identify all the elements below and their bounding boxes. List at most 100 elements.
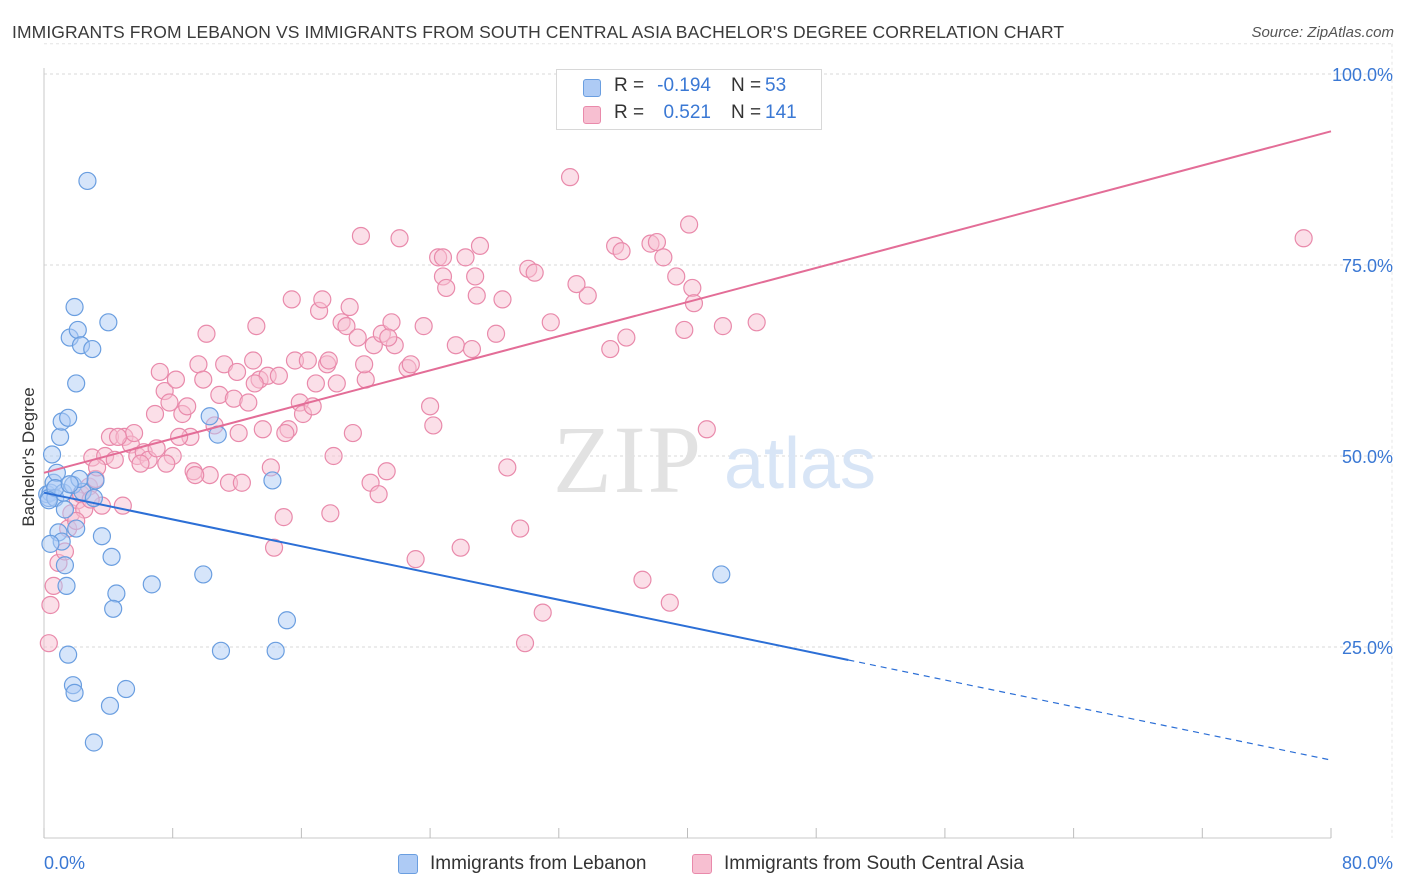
- point-lebanon: [83, 339, 102, 359]
- point-south-central-asia: [511, 519, 530, 538]
- x-tick-label: 80.0%: [1342, 853, 1393, 873]
- point-south-central-asia: [276, 423, 295, 443]
- point-south-central-asia: [186, 466, 205, 485]
- stats-row-lebanon: R = -0.194 N = 53: [557, 75, 821, 101]
- point-south-central-asia: [660, 593, 679, 612]
- point-south-central-asia: [379, 328, 398, 347]
- series-lebanon: [38, 171, 731, 752]
- point-lebanon: [50, 427, 70, 446]
- point-lebanon: [142, 575, 161, 594]
- point-lebanon: [60, 475, 79, 494]
- point-south-central-asia: [239, 393, 258, 412]
- point-lebanon: [41, 534, 60, 553]
- point-south-central-asia: [348, 328, 367, 347]
- point-south-central-asia: [197, 324, 216, 343]
- point-south-central-asia: [382, 313, 401, 332]
- point-south-central-asia: [194, 370, 213, 389]
- point-lebanon: [65, 297, 84, 317]
- trend-line-lebanon-extrapolated: [848, 659, 1332, 761]
- point-south-central-asia: [264, 538, 284, 557]
- point-south-central-asia: [713, 317, 732, 336]
- point-lebanon: [42, 445, 62, 464]
- point-south-central-asia: [633, 570, 652, 589]
- r-label: R =: [614, 75, 645, 96]
- point-south-central-asia: [390, 229, 409, 248]
- point-lebanon: [39, 491, 58, 510]
- point-lebanon: [55, 500, 75, 519]
- point-south-central-asia: [533, 603, 552, 622]
- point-lebanon: [277, 611, 297, 630]
- point-south-central-asia: [319, 351, 338, 370]
- point-south-central-asia: [421, 397, 440, 416]
- point-south-central-asia: [451, 538, 470, 557]
- point-south-central-asia: [684, 294, 704, 313]
- point-south-central-asia: [113, 496, 132, 515]
- point-south-central-asia: [525, 263, 544, 282]
- point-south-central-asia: [327, 374, 346, 393]
- point-south-central-asia: [157, 454, 176, 473]
- point-south-central-asia: [601, 339, 620, 359]
- point-south-central-asia: [145, 404, 165, 424]
- point-south-central-asia: [160, 393, 179, 412]
- r-label: R =: [614, 102, 645, 123]
- point-south-central-asia: [515, 634, 535, 653]
- point-south-central-asia: [683, 278, 702, 298]
- point-south-central-asia: [41, 595, 60, 615]
- point-south-central-asia: [747, 313, 766, 332]
- watermark-zip: ZIP: [553, 406, 703, 513]
- point-lebanon: [67, 519, 86, 538]
- point-south-central-asia: [647, 232, 667, 252]
- point-south-central-asia: [245, 374, 264, 393]
- point-south-central-asia: [1294, 229, 1313, 248]
- point-south-central-asia: [612, 242, 631, 261]
- trend-line-south-central-asia: [43, 130, 1332, 474]
- point-south-central-asia: [467, 286, 486, 305]
- point-lebanon: [59, 645, 78, 664]
- trend-lines: [43, 130, 1332, 761]
- point-south-central-asia: [617, 328, 636, 347]
- gridlines: [44, 43, 1393, 838]
- point-south-central-asia: [456, 248, 475, 267]
- point-lebanon: [100, 696, 120, 715]
- point-south-central-asia: [498, 458, 517, 477]
- point-lebanon: [712, 565, 731, 584]
- point-south-central-asia: [377, 462, 396, 481]
- point-south-central-asia: [446, 336, 465, 355]
- point-lebanon: [116, 679, 136, 699]
- stats-legend: R = -0.194 N = 53 R = 0.521 N = 141: [556, 69, 822, 130]
- r-value: 0.521: [663, 102, 711, 123]
- legend-label: Immigrants from Lebanon: [430, 853, 647, 874]
- series-legend: Immigrants from Lebanon Immigrants from …: [0, 853, 1406, 877]
- point-south-central-asia: [340, 297, 359, 317]
- point-south-central-asia: [124, 423, 144, 443]
- point-south-central-asia: [462, 339, 482, 359]
- point-south-central-asia: [178, 397, 197, 416]
- point-south-central-asia: [274, 508, 293, 527]
- point-south-central-asia: [189, 355, 208, 374]
- point-lebanon: [99, 313, 118, 332]
- point-south-central-asia: [313, 290, 332, 309]
- trend-line-lebanon: [43, 491, 849, 661]
- point-lebanon: [65, 683, 84, 702]
- point-south-central-asia: [253, 420, 272, 439]
- point-south-central-asia: [150, 362, 169, 382]
- n-value: 141: [765, 102, 797, 123]
- pink-swatch: [692, 854, 712, 874]
- y-tick-label: 50.0%: [1342, 447, 1393, 467]
- point-lebanon: [57, 576, 76, 595]
- point-south-central-asia: [337, 317, 356, 336]
- n-label: N =: [731, 75, 762, 96]
- point-south-central-asia: [131, 454, 150, 473]
- point-lebanon: [107, 584, 126, 603]
- point-south-central-asia: [298, 351, 317, 370]
- point-south-central-asia: [466, 267, 485, 286]
- point-south-central-asia: [486, 324, 506, 343]
- series-south-central-asia: [39, 168, 1313, 653]
- chart-title: IMMIGRANTS FROM LEBANON VS IMMIGRANTS FR…: [12, 22, 1065, 42]
- legend-label: Immigrants from South Central Asia: [724, 853, 1024, 874]
- point-south-central-asia: [247, 317, 266, 336]
- point-south-central-asia: [306, 374, 325, 393]
- point-south-central-asia: [232, 473, 251, 492]
- y-tick-label: 100.0%: [1332, 65, 1393, 85]
